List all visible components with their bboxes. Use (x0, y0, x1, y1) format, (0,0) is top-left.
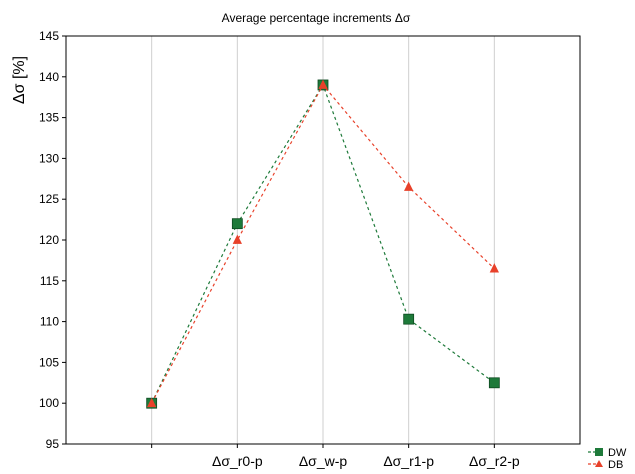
y-tick-label: 95 (46, 437, 60, 451)
series-DB (147, 79, 499, 408)
y-tick-label: 120 (39, 233, 59, 247)
legend-marker (595, 460, 603, 467)
y-tick-label: 135 (39, 111, 59, 125)
legend-label: DB (608, 459, 623, 471)
y-tick-label: 115 (40, 274, 59, 288)
x-tick-label: Δσ_r1-p (383, 453, 434, 469)
data-point (232, 234, 242, 244)
legend-label: DW (608, 447, 627, 459)
data-point (318, 79, 328, 89)
x-tick-label: Δσ_r0-p (212, 453, 263, 469)
data-point (488, 377, 500, 389)
y-tick-label: 145 (39, 29, 59, 43)
legend-marker (595, 448, 603, 456)
y-axis-label: Δσ [%] (11, 56, 28, 104)
y-tick-label: 110 (40, 315, 59, 329)
x-tick-label: Δσ_w-p (299, 453, 348, 469)
data-point (231, 218, 243, 230)
data-point (147, 397, 157, 408)
x-axis: Δσ_r0-p Δσ_w-p Δσ_r1-p Δσ_r2-p (151, 444, 520, 469)
y-tick-label: 140 (39, 70, 59, 84)
grid (151, 36, 495, 444)
data-point (404, 181, 414, 191)
y-tick-label: 105 (39, 355, 59, 369)
x-tick-label: Δσ_r2-p (469, 453, 520, 469)
data-point (489, 263, 499, 273)
series-layer (146, 79, 500, 409)
y-tick-label: 100 (39, 396, 59, 410)
y-tick-label: 130 (39, 151, 59, 165)
y-axis: 95 100 105 110 115 120 125 130 135 140 145 (39, 29, 66, 451)
data-point (403, 313, 415, 325)
y-tick-label: 125 (39, 192, 59, 206)
chart-title: Average percentage increments Δσ (222, 11, 411, 25)
